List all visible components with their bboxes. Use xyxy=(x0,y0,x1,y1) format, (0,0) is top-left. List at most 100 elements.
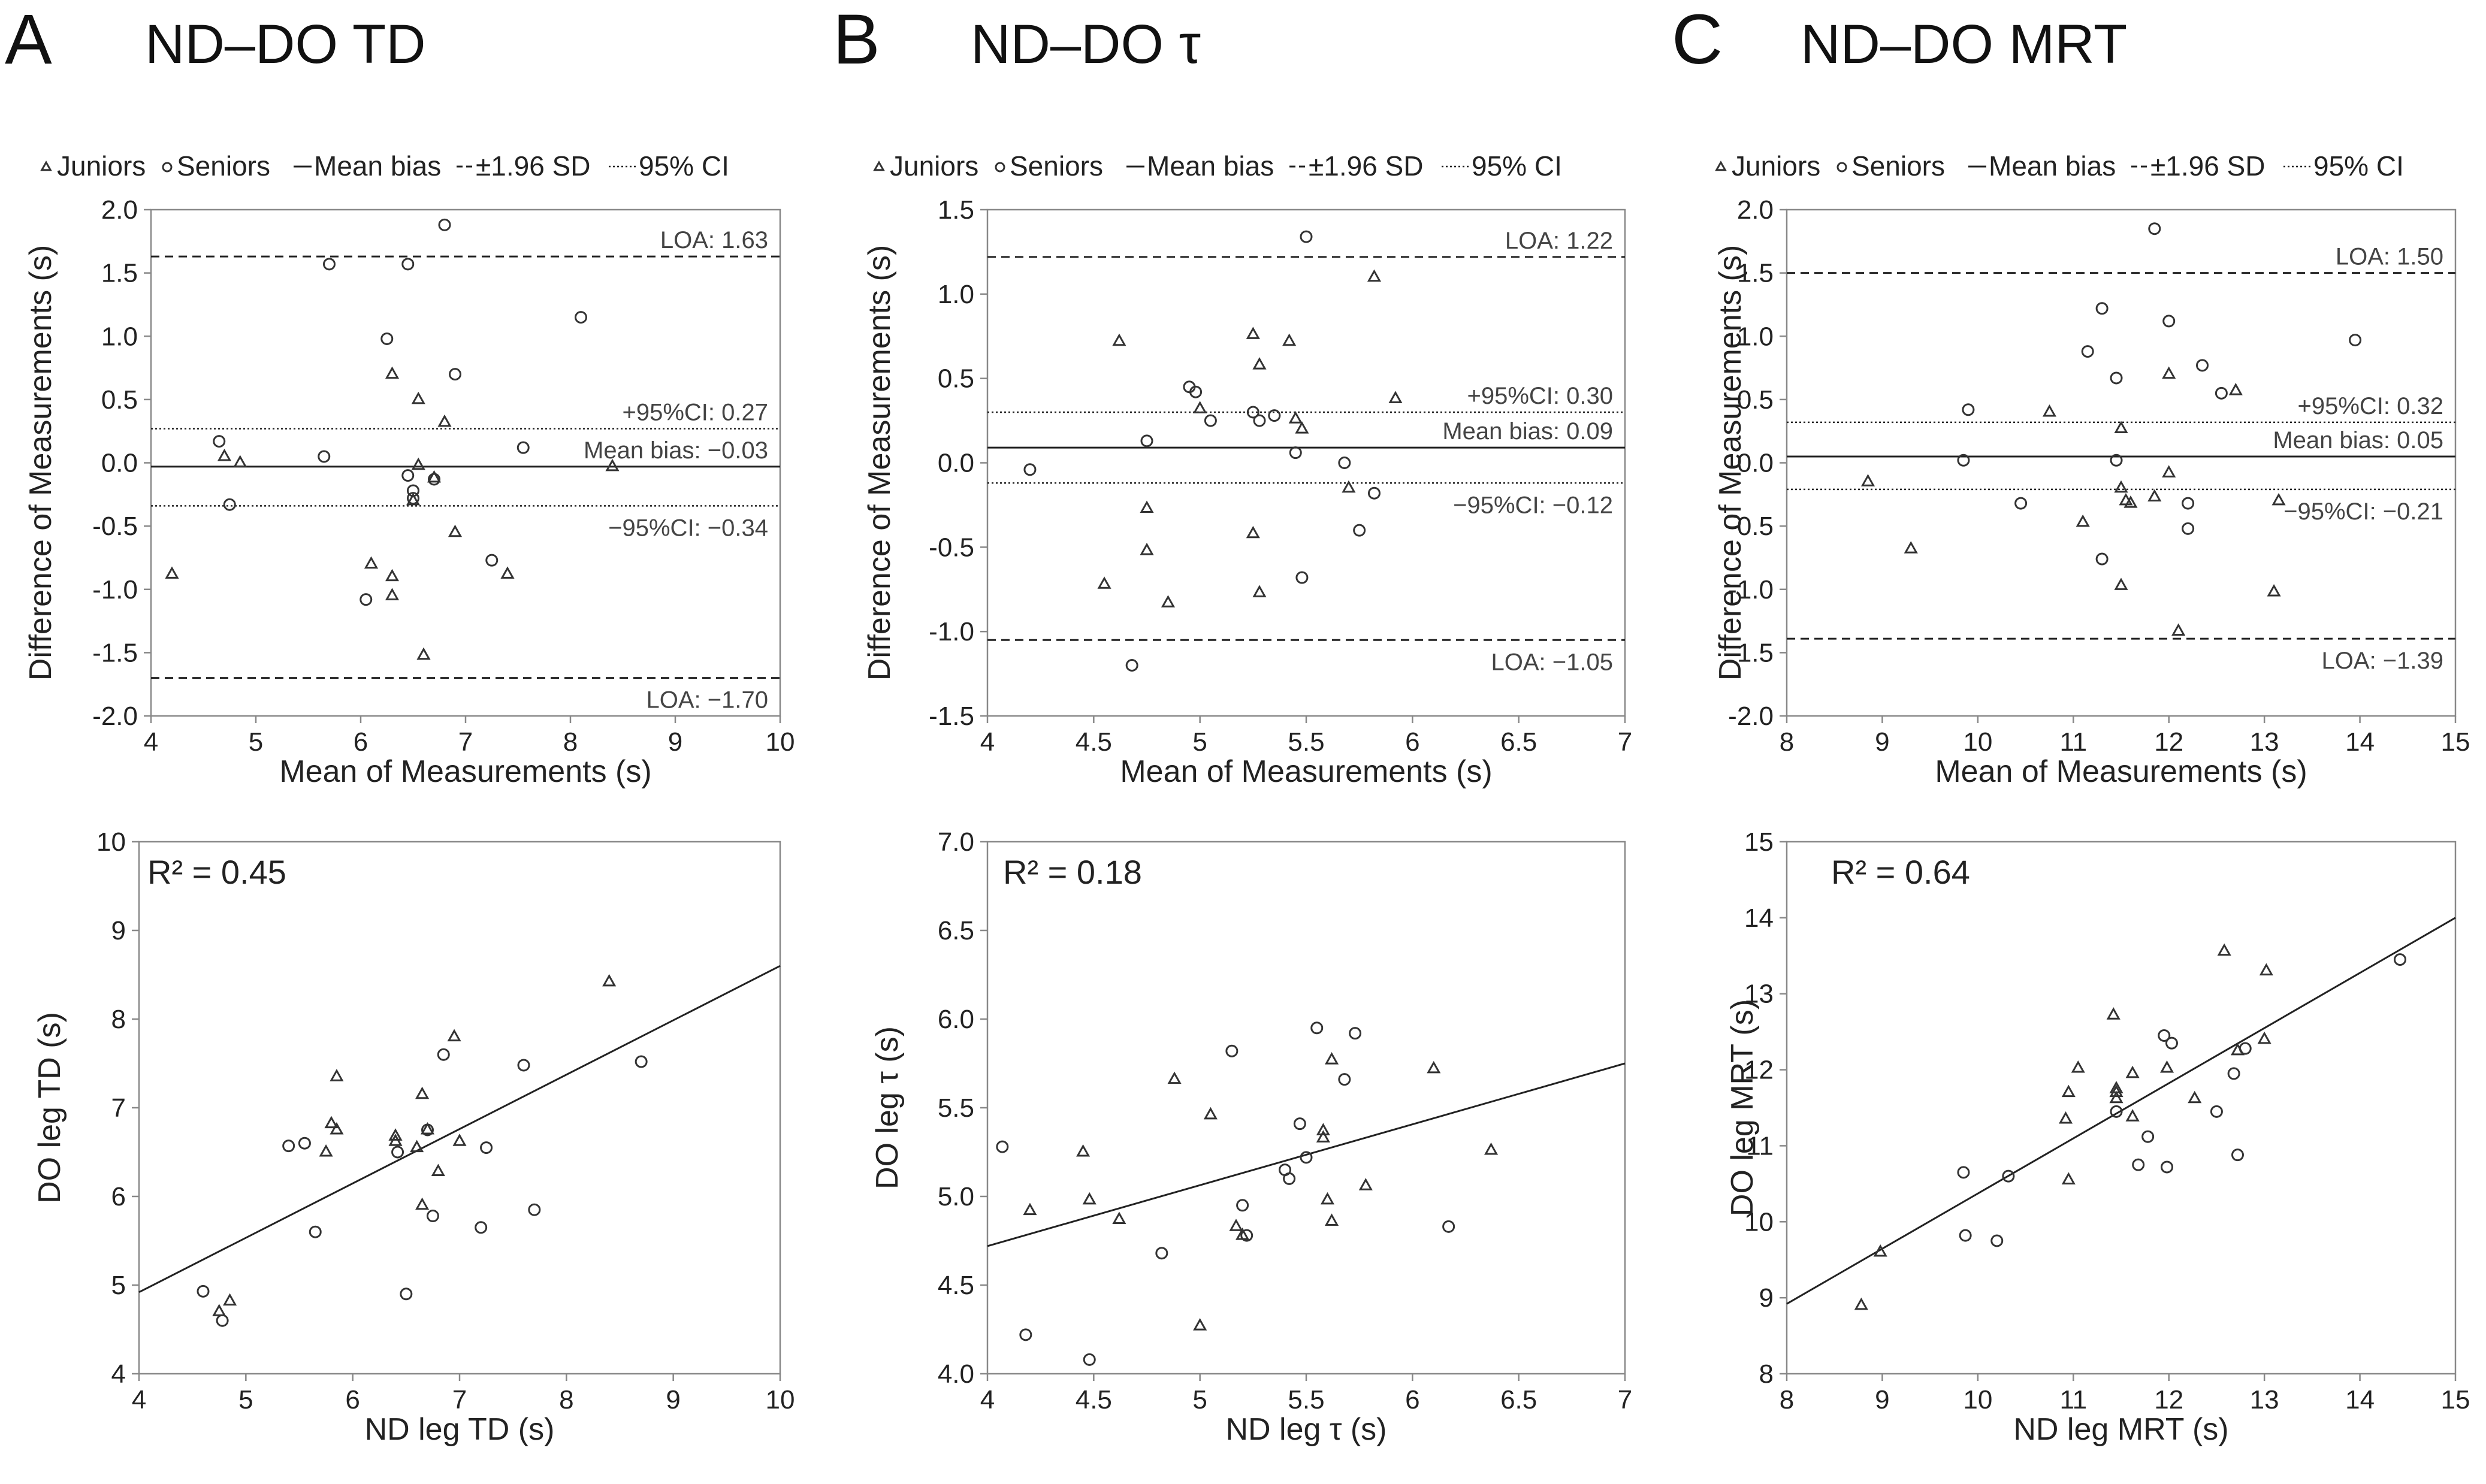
point-junior xyxy=(411,457,425,470)
legend: Juniors Seniors Mean bias ±1.96 SD 95% CI xyxy=(873,150,1562,182)
x-tick-label: 14 xyxy=(2345,1385,2375,1415)
point-junior xyxy=(330,1122,344,1135)
point-junior xyxy=(500,566,515,579)
point-junior xyxy=(1140,500,1154,513)
point-senior xyxy=(1155,1247,1168,1260)
chart-C-bland-altman: -2.0 -1.5 -1.0 -0.5 0.0 0.5 1.0 1.5 2.0 8 9 10 11 12 1… xyxy=(1713,150,2470,789)
x-tick-label: 7 xyxy=(1618,1385,1632,1415)
x-tick-label: 5 xyxy=(249,727,263,757)
ref-line-label: +95%CI: 0.32 xyxy=(2298,393,2444,419)
point-junior xyxy=(2071,1060,2085,1073)
y-tick-label: -0.5 xyxy=(929,533,974,562)
point-senior xyxy=(2165,1036,2178,1050)
y-tick-label: -1.0 xyxy=(92,575,138,605)
y-tick-label: 0.5 xyxy=(1737,385,1774,415)
y-tick-label: 6 xyxy=(111,1182,126,1211)
series-seniors xyxy=(996,1021,1455,1366)
point-junior xyxy=(2106,1007,2120,1020)
y-tick-label: 0.0 xyxy=(938,449,974,478)
point-senior xyxy=(360,593,373,606)
x-tick-label: 5.5 xyxy=(1288,1385,1324,1415)
point-senior xyxy=(2110,1105,2123,1118)
plot-frame xyxy=(986,841,1626,1375)
point-junior xyxy=(385,569,400,582)
point-junior xyxy=(1252,585,1267,597)
ref-line-label: −95%CI: −0.34 xyxy=(608,515,768,541)
point-senior xyxy=(1338,1073,1351,1086)
point-senior xyxy=(407,484,419,497)
legend: Juniors Seniors Mean bias ±1.96 SD 95% CI xyxy=(40,150,729,182)
y-tick-label: 4 xyxy=(111,1359,126,1389)
x-axis-label: Mean of Measurements (s) xyxy=(1935,754,2307,789)
point-senior xyxy=(401,469,415,482)
y-tick-label: -1.0 xyxy=(1728,575,1774,605)
y-tick-label: 0.0 xyxy=(1737,449,1774,478)
point-junior xyxy=(1860,474,1875,486)
x-tick-label: 5.5 xyxy=(1288,727,1324,757)
x-tick-label: 6 xyxy=(1405,727,1419,757)
point-junior xyxy=(2058,1111,2073,1124)
legend-juniors: Juniors xyxy=(57,150,146,182)
point-senior xyxy=(1225,1044,1239,1057)
point-junior xyxy=(1288,411,1303,424)
x-tick-label: 11 xyxy=(2059,727,2087,757)
point-senior xyxy=(1246,406,1259,419)
point-junior xyxy=(2259,963,2273,976)
point-junior xyxy=(1252,357,1267,370)
point-junior xyxy=(2114,578,2128,590)
point-senior xyxy=(438,218,451,231)
point-senior xyxy=(2148,222,2161,235)
y-tick-label: 0.5 xyxy=(101,385,138,415)
point-senior xyxy=(1310,1021,1324,1035)
x-tick-label: 8 xyxy=(1780,1385,1794,1415)
point-junior xyxy=(2228,383,2243,395)
point-junior xyxy=(2042,404,2056,417)
y-axis-label: Difference of Measurements (s) xyxy=(862,245,897,681)
x-axis-label: ND leg TD (s) xyxy=(365,1412,555,1447)
point-senior xyxy=(1023,463,1037,476)
point-junior xyxy=(2271,492,2286,506)
legend-mean-bias: Mean bias xyxy=(314,150,441,182)
point-junior xyxy=(1112,333,1126,346)
point-junior xyxy=(416,647,431,660)
y-tick-label: 13 xyxy=(1744,980,1774,1009)
chart-B-bland-altman: -1.5 -1.0 -0.5 0.0 0.5 1.0 1.5 4 4.5 5 5.5 6 6.5 7 Mea… xyxy=(862,150,1632,789)
legend-senior-marker xyxy=(1836,162,1847,173)
point-junior xyxy=(2114,421,2128,433)
point-senior xyxy=(1204,414,1217,427)
panel-title-c: ND–DO MRT xyxy=(1801,14,2128,75)
point-senior xyxy=(528,1203,541,1216)
point-junior xyxy=(2123,495,2138,508)
point-junior xyxy=(2217,943,2231,956)
chart-A-regression: 4 5 6 7 8 9 10 4 5 6 7 8 9 10 ND leg TD (s) DO leg TD (… xyxy=(32,827,795,1447)
point-senior xyxy=(2215,386,2228,400)
point-senior xyxy=(1125,659,1138,672)
x-axis-label: ND leg τ (s) xyxy=(1225,1412,1387,1447)
ref-line-label: −95%CI: −0.12 xyxy=(1453,492,1613,518)
point-junior xyxy=(165,566,179,579)
series-seniors xyxy=(197,1048,648,1327)
ref-line-label: LOA: 1.22 xyxy=(1505,228,1613,254)
point-senior xyxy=(2002,1169,2015,1183)
point-senior xyxy=(309,1225,322,1238)
y-tick-label: -1.5 xyxy=(929,702,974,731)
legend-sd: ±1.96 SD xyxy=(476,150,590,182)
point-junior xyxy=(1167,1071,1182,1084)
point-junior xyxy=(2188,1090,2202,1104)
point-junior xyxy=(447,1029,461,1042)
legend-ci: 95% CI xyxy=(2313,150,2404,182)
point-junior xyxy=(1854,1297,1868,1310)
point-senior xyxy=(1295,571,1309,584)
x-tick-label: 4 xyxy=(144,727,158,757)
point-senior xyxy=(635,1055,648,1068)
point-senior xyxy=(1268,409,1281,422)
legend-ci: 95% CI xyxy=(639,150,729,182)
point-senior xyxy=(407,492,419,505)
point-junior xyxy=(2162,465,2176,477)
y-tick-label: 8 xyxy=(111,1005,126,1034)
x-tick-label: 8 xyxy=(559,1385,573,1415)
point-senior xyxy=(318,450,331,463)
point-junior xyxy=(385,588,400,600)
y-tick-label: 1.0 xyxy=(101,322,138,351)
point-junior xyxy=(2257,1031,2271,1044)
